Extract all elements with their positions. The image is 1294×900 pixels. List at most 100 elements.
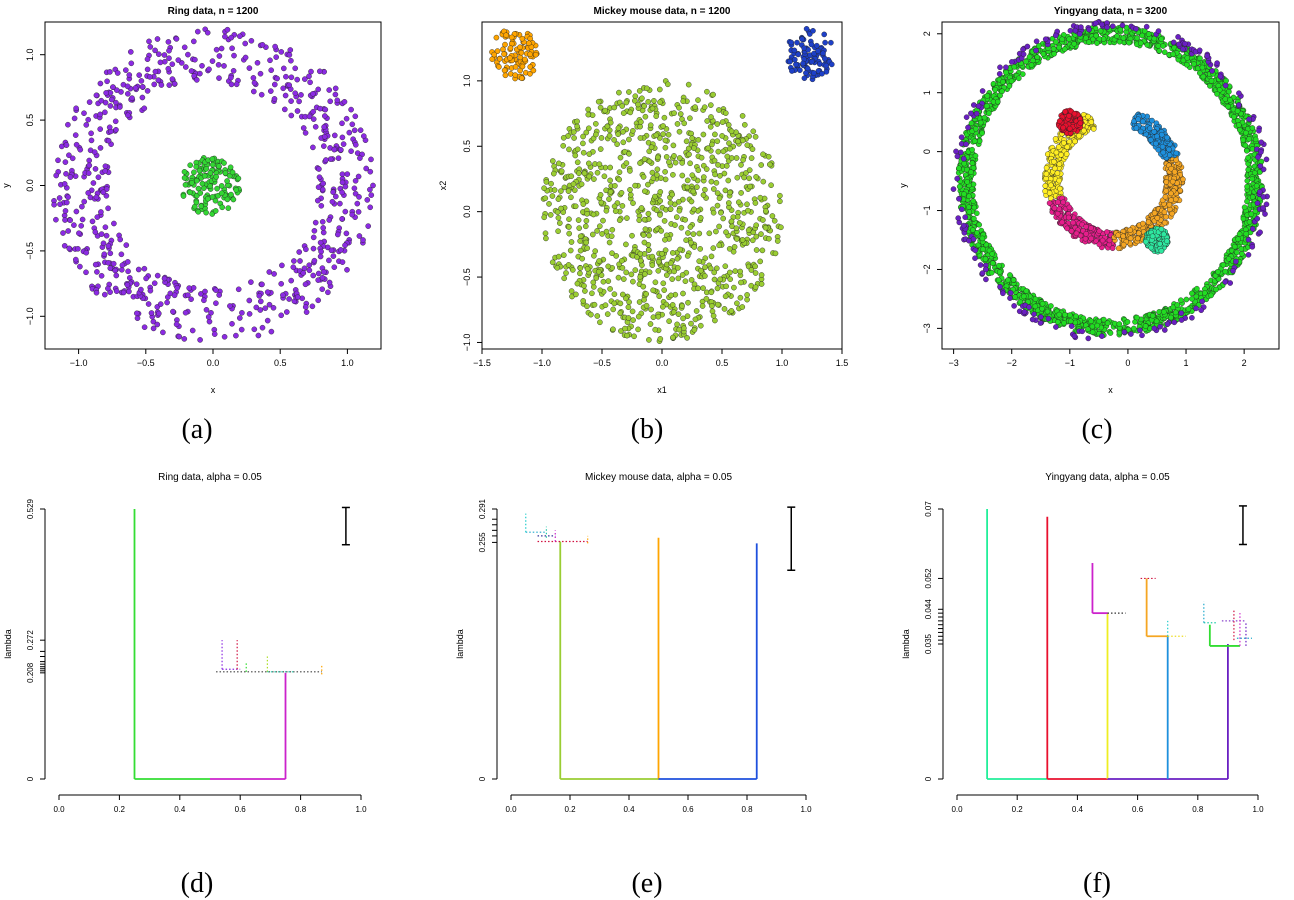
scatter-point <box>1007 296 1012 301</box>
scatter-point <box>697 259 702 264</box>
scatter-point <box>658 336 663 341</box>
scatter-point <box>191 170 196 175</box>
scatter-point <box>126 269 131 274</box>
scatter-point <box>704 296 709 301</box>
scatter-point <box>210 59 215 64</box>
scatter-point <box>641 232 646 237</box>
scatter-point <box>556 254 561 259</box>
scatter-point <box>751 129 756 134</box>
scatter-point <box>327 217 332 222</box>
scatter-point <box>319 203 324 208</box>
scatter-point <box>87 158 92 163</box>
scatter-point <box>320 219 325 224</box>
scatter-point <box>760 248 765 253</box>
scatter-point <box>662 115 667 120</box>
scatter-point <box>676 199 681 204</box>
scatter-point <box>156 311 161 316</box>
scatter-point <box>303 304 308 309</box>
scatter-point <box>526 41 531 46</box>
scatter-point <box>759 281 764 286</box>
scatter-point <box>101 190 106 195</box>
scatter-point <box>357 156 362 161</box>
scatter-point <box>328 157 333 162</box>
scatter-point <box>272 271 277 276</box>
scatter-point <box>668 200 673 205</box>
scatter-point <box>231 68 236 73</box>
scatter-point <box>62 217 67 222</box>
scatter-point <box>1023 59 1028 64</box>
scatter-point <box>1247 136 1252 141</box>
scatter-point <box>726 200 731 205</box>
scatter-point <box>1262 211 1267 216</box>
scatter-point <box>222 34 227 39</box>
scatter-point <box>148 288 153 293</box>
scatter-point <box>686 82 691 87</box>
scatter-point <box>99 98 104 103</box>
scatter-point <box>543 231 548 236</box>
scatter-point <box>1121 234 1126 239</box>
scatter-point <box>657 212 662 217</box>
scatter-point <box>599 135 604 140</box>
scatter-point <box>1246 155 1251 160</box>
scatter-point <box>671 153 676 158</box>
scatter-point <box>671 310 676 315</box>
scatter-point <box>55 158 60 163</box>
scatter-points <box>51 27 375 343</box>
scatter-point <box>1237 127 1242 132</box>
scatter-point <box>1033 304 1038 309</box>
scatter-point <box>321 144 326 149</box>
scatter-point <box>291 265 296 270</box>
scatter-point <box>1168 191 1173 196</box>
scatter-point <box>274 55 279 60</box>
scatter-point <box>606 197 611 202</box>
scatter-point <box>1250 176 1255 181</box>
scatter-point <box>702 187 707 192</box>
scatter-point <box>272 82 277 87</box>
scatter-point <box>106 206 111 211</box>
scatter-point <box>695 98 700 103</box>
scatter-point <box>1114 34 1119 39</box>
scatter-point <box>750 147 755 152</box>
scatter-point <box>777 193 782 198</box>
scatter-point <box>709 303 714 308</box>
scatter-point <box>733 130 738 135</box>
scatter-point <box>706 146 711 151</box>
scatter-point <box>92 150 97 155</box>
scatter-point <box>138 287 143 292</box>
scatter-point <box>200 181 205 186</box>
scatter-point <box>1048 183 1053 188</box>
scatter-point <box>1026 305 1031 310</box>
scatter-point <box>1228 280 1233 285</box>
scatter-point <box>303 130 308 135</box>
scatter-point <box>1241 216 1246 221</box>
scatter-point <box>1189 291 1194 296</box>
scatter-point <box>1083 224 1088 229</box>
scatter-point <box>663 177 668 182</box>
scatter-point <box>73 133 78 138</box>
scatter-point <box>581 150 586 155</box>
scatter-point <box>624 216 629 221</box>
scatter-point <box>692 327 697 332</box>
scatter-point <box>531 68 536 73</box>
scatter-point <box>787 59 792 64</box>
scatter-point <box>337 201 342 206</box>
scatter-point <box>1097 229 1102 234</box>
scatter-point <box>740 304 745 309</box>
scatter-point <box>569 289 574 294</box>
scatter-point <box>508 46 513 51</box>
scatter-point <box>118 237 123 242</box>
scatter-point <box>809 59 814 64</box>
scatter-point <box>94 269 99 274</box>
scatter-point <box>228 165 233 170</box>
plot-frame <box>942 22 1279 349</box>
scatter-point <box>311 273 316 278</box>
scatter-point <box>727 270 732 275</box>
scatter-point <box>621 140 626 145</box>
scatter-point <box>817 61 822 66</box>
scatter-point <box>747 168 752 173</box>
scatter-point <box>1226 256 1231 261</box>
scatter-point <box>1226 104 1231 109</box>
scatter-point <box>685 230 690 235</box>
scatter-point <box>581 283 586 288</box>
scatter-point <box>201 186 206 191</box>
